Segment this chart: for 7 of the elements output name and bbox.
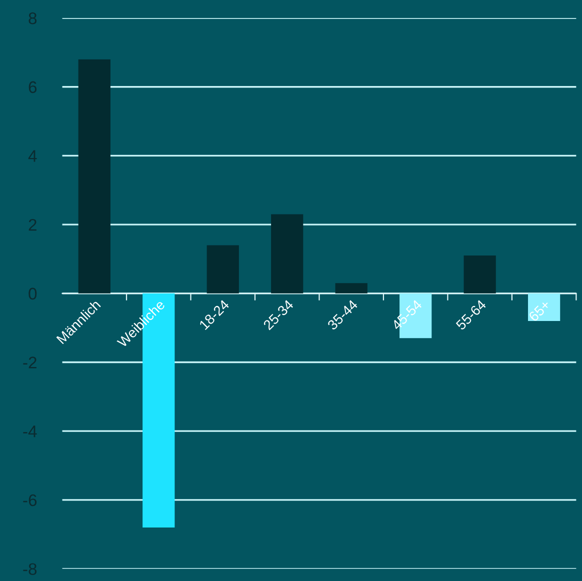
bar xyxy=(206,245,239,294)
bar xyxy=(78,59,110,294)
bar xyxy=(335,283,368,294)
bar xyxy=(528,293,560,321)
bar xyxy=(271,214,304,294)
bar xyxy=(464,256,496,294)
x-tick-label: 65+ xyxy=(528,299,551,322)
